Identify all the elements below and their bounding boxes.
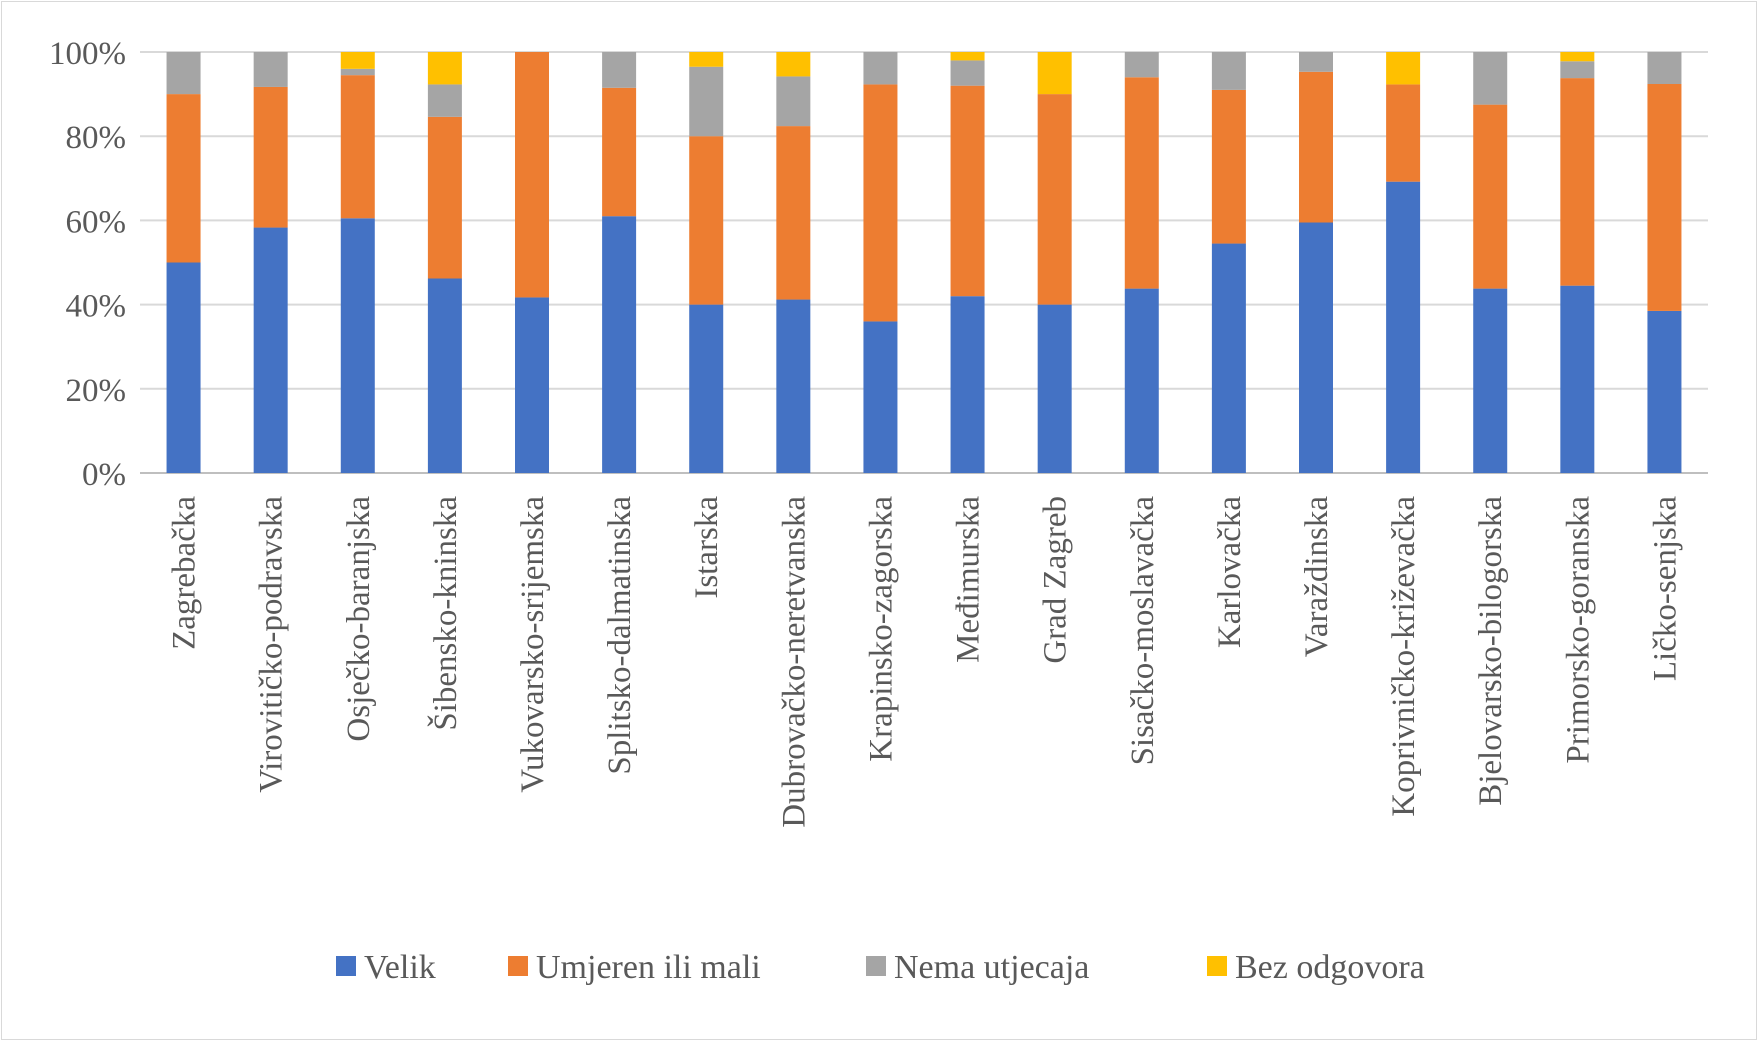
x-tick-label: Sisačko-moslavačka bbox=[1125, 496, 1161, 766]
x-tick-label: Grad Zagreb bbox=[1038, 496, 1074, 664]
x-axis-labels: Zagrebačka Virovitičko-podravska Osječko-b… bbox=[167, 496, 1684, 828]
y-tick-label: 100% bbox=[49, 36, 126, 72]
bar-segment bbox=[689, 52, 724, 67]
bar-segment bbox=[340, 68, 375, 76]
bar-segment bbox=[253, 86, 288, 228]
x-tick-label: Šibensko-kninska bbox=[426, 496, 464, 731]
bar-segment bbox=[340, 75, 375, 219]
legend-swatch bbox=[1207, 956, 1227, 976]
bar-segment bbox=[427, 278, 462, 473]
x-tick-label: Karlovačka bbox=[1212, 496, 1248, 648]
bar-segment bbox=[689, 66, 724, 137]
bar-segment bbox=[1647, 310, 1682, 473]
bar-segment bbox=[1386, 84, 1421, 182]
bar-segment bbox=[602, 52, 637, 88]
x-tick-label: Bjelovarsko-bilogorska bbox=[1473, 496, 1509, 806]
bar-segment bbox=[776, 126, 811, 300]
bar-segment bbox=[863, 321, 898, 473]
bar-segment bbox=[515, 52, 549, 298]
bar-segment bbox=[166, 52, 201, 95]
x-tick-label: Varaždinska bbox=[1299, 496, 1335, 658]
bar-segment bbox=[950, 60, 985, 86]
bar-segment bbox=[253, 52, 288, 87]
x-tick-label: Ličko-senjska bbox=[1647, 496, 1683, 681]
bar-segment bbox=[340, 52, 375, 69]
bar-segment bbox=[1386, 181, 1421, 473]
x-tick-label: Virovitičko-podravska bbox=[254, 496, 290, 793]
bar-segment bbox=[689, 136, 724, 305]
bar-segment bbox=[1299, 52, 1333, 72]
bar-segment bbox=[1037, 304, 1072, 473]
x-tick-label: Zagrebačka bbox=[167, 496, 203, 650]
x-tick-label: Krapinsko-zagorska bbox=[863, 496, 899, 762]
bar-segment bbox=[1560, 61, 1595, 79]
legend-swatch bbox=[336, 956, 356, 976]
bar-segment bbox=[1647, 83, 1682, 311]
x-tick-label: Koprivničko-križevačka bbox=[1386, 496, 1422, 817]
x-tick-label: Splitsko-dalmatinska bbox=[602, 496, 638, 775]
bar-segment bbox=[1299, 222, 1333, 473]
legend: Velik Umjeren ili mali Nema utjecaja Bez od… bbox=[336, 949, 1425, 986]
bar-segment bbox=[950, 85, 985, 297]
x-tick-label: Osječko-baranjska bbox=[341, 496, 377, 742]
y-tick-label: 60% bbox=[66, 204, 127, 240]
bar-segment bbox=[776, 52, 811, 77]
bar-segment bbox=[166, 94, 201, 263]
bar-segment bbox=[1037, 52, 1072, 95]
legend-label: Umjeren ili mali bbox=[536, 949, 761, 986]
bar-segment bbox=[253, 227, 288, 473]
bar-segment bbox=[863, 84, 898, 322]
x-tick-label: Primorsko-goranska bbox=[1560, 496, 1596, 764]
x-tick-label: Vukovarsko-srijemska bbox=[515, 496, 551, 793]
y-tick-label: 80% bbox=[66, 120, 127, 156]
bar-segment bbox=[427, 116, 462, 279]
bar-segment bbox=[1473, 104, 1508, 289]
bar-segment bbox=[515, 297, 549, 473]
x-tick-label: Međimurska bbox=[951, 496, 987, 663]
bar-segment bbox=[1124, 52, 1159, 78]
bar-segment bbox=[1473, 52, 1508, 105]
bar-segment bbox=[602, 87, 637, 217]
bar-segment bbox=[427, 52, 462, 85]
bar-segment bbox=[427, 84, 462, 117]
bar-segment bbox=[1473, 288, 1508, 473]
bar-segment bbox=[689, 304, 724, 473]
legend-label: Bez odgovora bbox=[1235, 949, 1425, 986]
bar-segment bbox=[950, 296, 985, 473]
bar-segment bbox=[1211, 52, 1246, 90]
bar-segment bbox=[1037, 94, 1072, 305]
gridlines bbox=[140, 51, 1708, 474]
bar-segment bbox=[1211, 89, 1246, 244]
legend-label: Velik bbox=[364, 949, 436, 986]
bar-segment bbox=[340, 218, 375, 473]
bar-segment bbox=[602, 216, 637, 473]
y-tick-label: 40% bbox=[66, 289, 127, 325]
bar-segment bbox=[1560, 52, 1595, 62]
y-axis-ticks: 0% 20% 40% 60% 80% 100% bbox=[49, 36, 126, 493]
bar-segment bbox=[1560, 78, 1595, 286]
bar-segment bbox=[776, 299, 811, 473]
bar-segment bbox=[863, 52, 898, 85]
bar-segment bbox=[1211, 243, 1246, 473]
legend-label: Nema utjecaja bbox=[894, 949, 1089, 986]
bar-segment bbox=[1386, 52, 1421, 85]
legend-swatch bbox=[508, 956, 528, 976]
x-tick-label: Dubrovačko-neretvanska bbox=[776, 496, 812, 828]
bar-segment bbox=[776, 76, 811, 127]
bar-segment bbox=[1647, 52, 1682, 84]
bar-segment bbox=[1560, 285, 1595, 473]
bar-segment bbox=[1124, 288, 1159, 473]
bar-segment bbox=[950, 52, 985, 61]
y-tick-label: 0% bbox=[82, 457, 126, 493]
y-tick-label: 20% bbox=[66, 373, 127, 409]
bar-segment bbox=[1299, 71, 1333, 223]
legend-swatch bbox=[866, 956, 886, 976]
x-tick-label: Istarska bbox=[689, 496, 725, 599]
bars bbox=[166, 52, 1682, 473]
bar-segment bbox=[166, 262, 201, 473]
bar-segment bbox=[1124, 77, 1159, 289]
